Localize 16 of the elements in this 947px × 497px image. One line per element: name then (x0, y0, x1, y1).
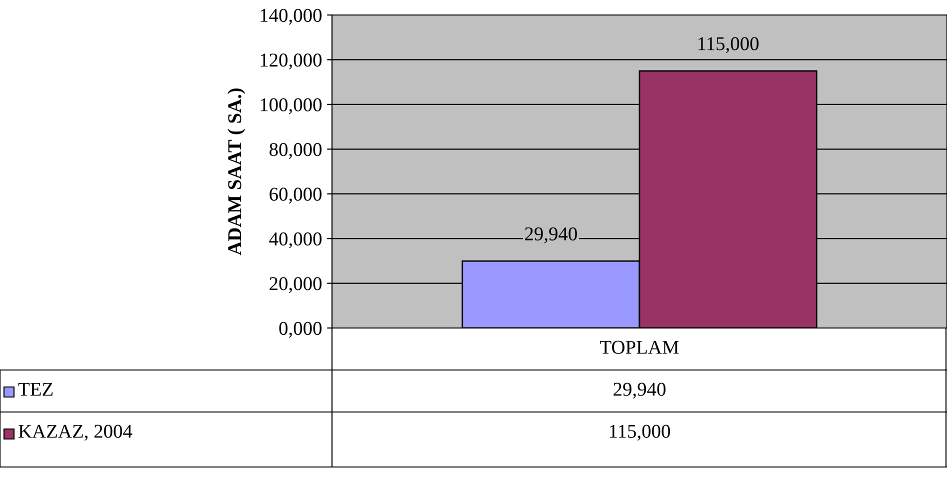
y-axis-title: ADAM SAAT ( SA.) (228, 88, 246, 256)
y-tick-label: 40,000 (269, 232, 322, 248)
y-tick-label: 140,000 (260, 8, 322, 25)
legend-label: TEZ (18, 382, 53, 396)
y-tick-label: 0,000 (279, 322, 322, 338)
legend-label: KAZAZ, 2004 (18, 424, 132, 441)
text: 115,000 (610, 424, 670, 441)
data-label: 115,000 (698, 37, 759, 54)
data-label: 29,940 (525, 227, 577, 244)
y-tick-label: 20,000 (270, 277, 322, 294)
y-tick-label: 60,000 (270, 188, 322, 204)
text: 29,940 (614, 382, 666, 399)
y-tick-label: 80,000 (270, 142, 322, 159)
y-tick-label: 120,000 (260, 54, 322, 70)
y-tick-label: 100,000 (260, 98, 322, 114)
x-tick-label: TOPLAM (600, 340, 679, 354)
